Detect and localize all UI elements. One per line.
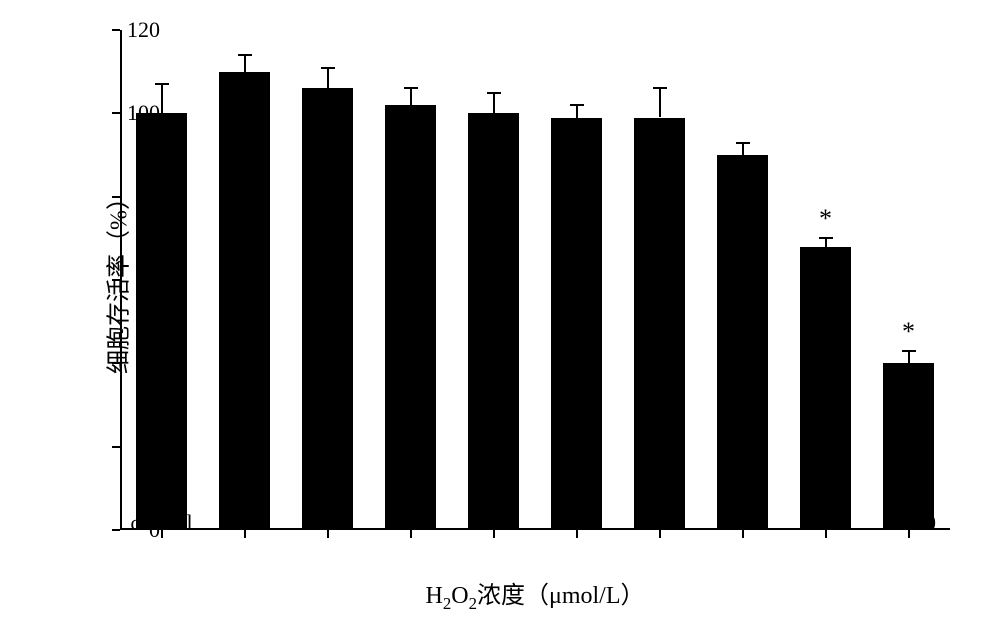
error-bar [161,84,163,113]
y-tick-label: 100 [110,100,160,126]
x-tick-label: 250 [311,510,344,536]
x-tick-label: 2500 [638,510,682,536]
error-cap [404,87,418,89]
y-tick-label: 60 [110,267,160,293]
error-bar [244,55,246,72]
y-tick-label: 40 [110,350,160,376]
bar [468,113,519,530]
significance-marker: * [902,317,915,347]
error-cap [902,350,916,352]
error-cap [155,83,169,85]
x-tick-label: control [130,510,192,536]
bar [219,72,270,530]
error-cap [321,67,335,69]
x-tick-label: 5000 [721,510,765,536]
bar [717,155,768,530]
x-tick-label: 7500 [804,510,848,536]
error-bar [742,143,744,156]
error-bar [659,88,661,117]
bar [800,247,851,530]
bar [136,113,187,530]
error-cap [736,142,750,144]
error-bar [493,93,495,114]
x-axis-title: H2O2浓度（μmol/L） [426,575,645,614]
y-tick-label: 120 [110,17,160,43]
bar [634,118,685,531]
bar [302,88,353,530]
bar [385,105,436,530]
x-tick-label: 1000 [555,510,599,536]
x-tick-label: 750 [477,510,510,536]
error-bar [576,105,578,118]
error-bar [908,351,910,364]
error-bar [327,68,329,89]
x-tick-label: 10000 [881,510,936,536]
x-tick-label: 500 [394,510,427,536]
error-cap [487,92,501,94]
significance-marker: * [819,204,832,234]
error-cap [653,87,667,89]
plot-area: ** [120,30,950,530]
y-tick-label: 20 [110,434,160,460]
error-cap [819,237,833,239]
error-bar [410,88,412,105]
chart-container: 细胞存活率（%） H2O2浓度（μmol/L） ** 0204060801001… [0,0,1000,643]
bar [883,363,934,530]
error-bar [825,238,827,246]
y-tick-label: 80 [110,184,160,210]
error-cap [238,54,252,56]
bar [551,118,602,531]
x-tick-label: 100 [228,510,261,536]
error-cap [570,104,584,106]
